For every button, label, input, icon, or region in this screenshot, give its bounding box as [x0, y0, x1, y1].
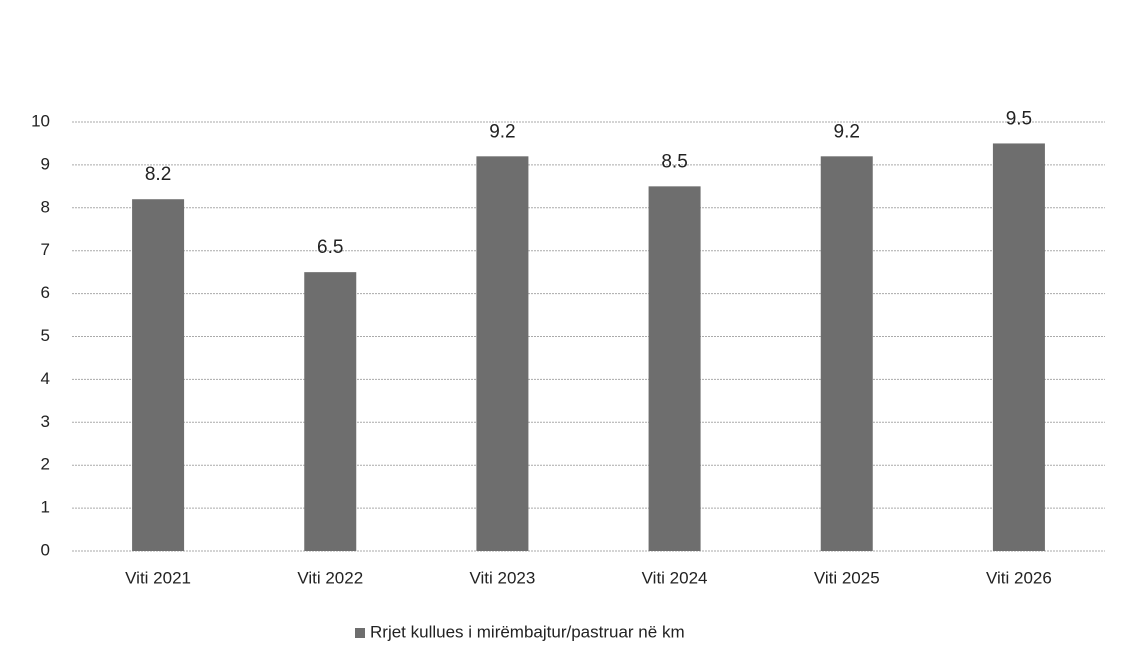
data-label: 9.5 — [1006, 108, 1032, 129]
x-tick-label: Viti 2022 — [297, 568, 363, 587]
data-label: 8.5 — [661, 151, 687, 172]
y-tick-label: 4 — [41, 369, 50, 388]
data-label: 9.2 — [834, 121, 860, 142]
bar — [132, 199, 185, 551]
y-tick-label: 9 — [41, 154, 50, 173]
x-tick-label: Viti 2023 — [469, 568, 535, 587]
data-label: 9.2 — [489, 121, 515, 142]
legend-swatch — [355, 628, 365, 638]
y-tick-label: 8 — [41, 197, 50, 216]
y-tick-label: 3 — [41, 412, 50, 431]
x-tick-label: Viti 2025 — [814, 568, 880, 587]
bar — [648, 186, 701, 551]
y-tick-label: 10 — [31, 111, 50, 130]
data-label: 8.2 — [145, 164, 171, 185]
bar — [304, 272, 357, 551]
y-tick-label: 6 — [41, 283, 50, 302]
x-tick-label: Viti 2024 — [642, 568, 708, 587]
bar — [820, 156, 873, 551]
bar — [476, 156, 529, 551]
y-tick-label: 1 — [41, 498, 50, 517]
bar — [992, 143, 1045, 551]
x-tick-label: Viti 2021 — [125, 568, 191, 587]
y-tick-label: 5 — [41, 326, 50, 345]
legend-label: Rrjet kullues i mirëmbajtur/pastruar në … — [370, 622, 685, 641]
x-tick-label: Viti 2026 — [986, 568, 1052, 587]
data-label: 6.5 — [317, 237, 343, 258]
y-tick-label: 0 — [41, 540, 50, 559]
y-tick-label: 7 — [41, 240, 50, 259]
y-tick-label: 2 — [41, 455, 50, 474]
